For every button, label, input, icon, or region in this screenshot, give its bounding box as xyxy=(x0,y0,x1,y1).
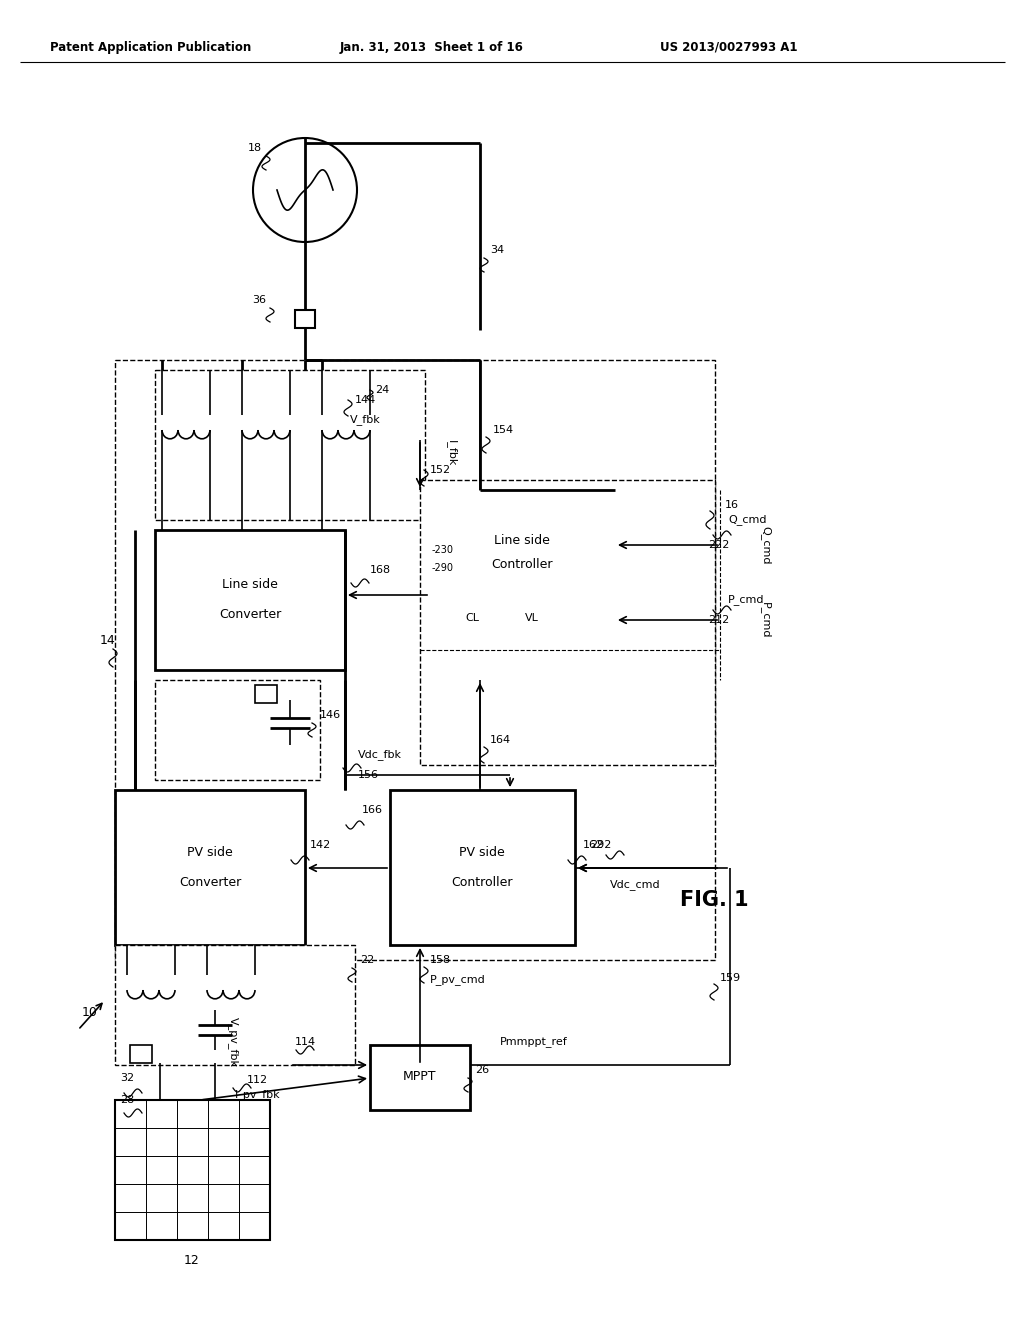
Text: 156: 156 xyxy=(358,770,379,780)
Bar xyxy=(295,310,315,327)
Bar xyxy=(115,789,305,945)
Text: V_pv_fbk: V_pv_fbk xyxy=(228,1016,239,1067)
Bar xyxy=(430,490,615,680)
Text: 26: 26 xyxy=(475,1065,489,1074)
Text: 16: 16 xyxy=(725,500,739,510)
Text: I_pv_fbk: I_pv_fbk xyxy=(234,1089,281,1101)
Text: Vdc_cmd: Vdc_cmd xyxy=(610,879,660,891)
Bar xyxy=(420,480,715,766)
Text: Vdc_fbk: Vdc_fbk xyxy=(358,750,402,760)
Bar xyxy=(255,685,278,704)
Text: FIG. 1: FIG. 1 xyxy=(680,890,749,909)
Bar xyxy=(445,590,500,649)
Text: V_fbk: V_fbk xyxy=(350,414,381,425)
Text: 18: 18 xyxy=(248,143,262,153)
Text: 24: 24 xyxy=(375,385,389,395)
Text: Converter: Converter xyxy=(179,875,241,888)
Text: Controller: Controller xyxy=(452,875,513,888)
Text: 159: 159 xyxy=(720,973,741,983)
Text: -230: -230 xyxy=(432,545,454,554)
Text: Q_cmd: Q_cmd xyxy=(760,525,771,564)
Text: 168: 168 xyxy=(370,565,391,576)
Text: 166: 166 xyxy=(362,805,383,814)
Text: 12: 12 xyxy=(184,1254,200,1266)
Bar xyxy=(130,1045,152,1063)
Text: 146: 146 xyxy=(319,710,341,719)
Bar xyxy=(390,789,575,945)
Text: 22: 22 xyxy=(360,954,374,965)
Text: 10: 10 xyxy=(82,1006,98,1019)
Text: MPPT: MPPT xyxy=(403,1071,437,1084)
Bar xyxy=(505,590,560,649)
Bar xyxy=(155,680,319,780)
Bar xyxy=(115,1100,270,1239)
Text: Line side: Line side xyxy=(494,533,550,546)
Bar xyxy=(155,370,425,520)
Text: VL: VL xyxy=(525,612,539,623)
Text: P_cmd: P_cmd xyxy=(760,602,771,639)
Text: PV side: PV side xyxy=(187,846,232,858)
Text: P_pv_cmd: P_pv_cmd xyxy=(430,974,485,986)
Bar xyxy=(155,531,345,671)
Text: 112: 112 xyxy=(247,1074,268,1085)
Text: Q_cmd: Q_cmd xyxy=(728,515,767,525)
Text: 114: 114 xyxy=(295,1038,316,1047)
Text: I_fbk: I_fbk xyxy=(446,440,457,466)
Text: Jan. 31, 2013  Sheet 1 of 16: Jan. 31, 2013 Sheet 1 of 16 xyxy=(340,41,524,54)
Bar xyxy=(370,1045,470,1110)
Text: 144: 144 xyxy=(355,395,376,405)
Text: 32: 32 xyxy=(120,1073,134,1082)
Text: 36: 36 xyxy=(252,294,266,305)
Text: 152: 152 xyxy=(430,465,452,475)
Text: Converter: Converter xyxy=(219,609,282,622)
Text: 162: 162 xyxy=(583,840,604,850)
Text: 142: 142 xyxy=(310,840,331,850)
Text: 28: 28 xyxy=(120,1096,134,1105)
Text: 14: 14 xyxy=(100,634,116,647)
Text: 164: 164 xyxy=(490,735,511,744)
Bar xyxy=(115,945,355,1065)
Text: P_cmd: P_cmd xyxy=(728,594,765,606)
Text: Controller: Controller xyxy=(492,558,553,572)
Text: PV side: PV side xyxy=(459,846,505,858)
Text: 158: 158 xyxy=(430,954,452,965)
Text: 154: 154 xyxy=(493,425,514,436)
Text: 292: 292 xyxy=(590,840,611,850)
Text: Patent Application Publication: Patent Application Publication xyxy=(50,41,251,54)
Text: US 2013/0027993 A1: US 2013/0027993 A1 xyxy=(660,41,798,54)
Text: -290: -290 xyxy=(432,564,454,573)
Text: 222: 222 xyxy=(708,540,729,550)
Text: Pmmppt_ref: Pmmppt_ref xyxy=(500,1036,567,1048)
Bar xyxy=(115,360,715,960)
Text: 212: 212 xyxy=(708,615,729,624)
Text: 34: 34 xyxy=(490,246,504,255)
Text: Line side: Line side xyxy=(222,578,278,591)
Text: CL: CL xyxy=(465,612,479,623)
